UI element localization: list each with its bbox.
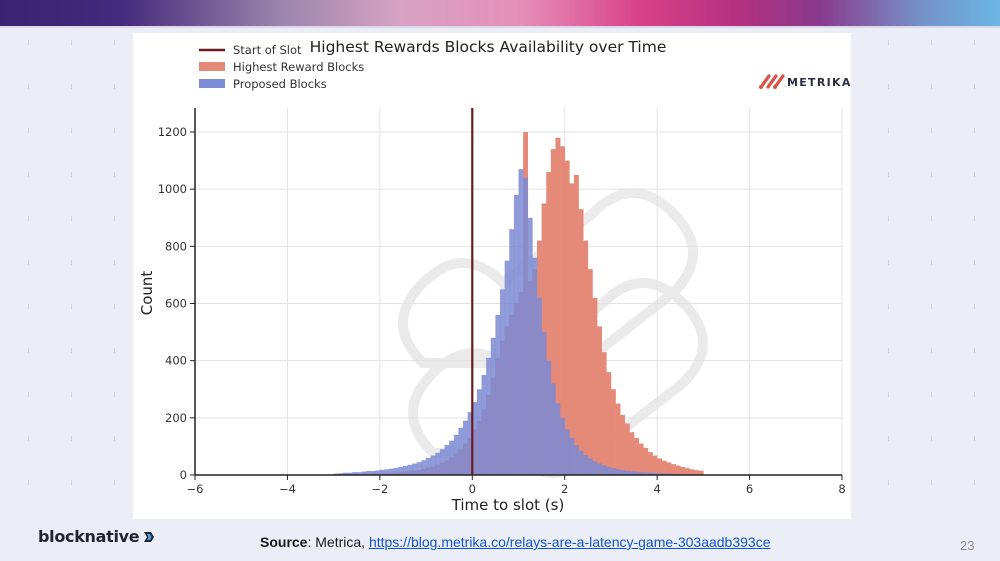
legend-label-highest-reward: Highest Reward Blocks xyxy=(233,60,364,74)
x-tick-label: −4 xyxy=(279,482,296,496)
axes xyxy=(194,108,842,476)
metrika-logo: METRIKA xyxy=(759,74,851,89)
x-tick-label: −6 xyxy=(187,482,204,496)
metrika-logo-icon xyxy=(759,74,785,89)
legend: Start of Slot Highest Reward Blocks Prop… xyxy=(199,43,364,91)
chart-title: Highest Rewards Blocks Availability over… xyxy=(310,38,667,56)
y-tick-label: 400 xyxy=(165,354,187,368)
slide-gradient-banner xyxy=(0,0,1000,26)
source-link[interactable]: https://blog.metrika.co/relays-are-a-lat… xyxy=(368,534,771,550)
legend-label-start-of-slot: Start of Slot xyxy=(233,43,302,57)
x-tick-label: 8 xyxy=(838,482,845,496)
banner-divider xyxy=(0,26,1000,28)
y-axis-label: Count xyxy=(138,271,156,316)
metrika-logo-text: METRIKA xyxy=(787,76,851,89)
x-tick-label: 0 xyxy=(469,482,476,496)
page-number: 23 xyxy=(960,538,975,553)
source-text: : Metrica, xyxy=(307,534,369,550)
y-tick-label: 1200 xyxy=(158,125,187,139)
blocknative-logo-icon xyxy=(144,531,155,542)
x-tick-label: 4 xyxy=(653,482,660,496)
y-tick-label: 200 xyxy=(165,411,187,425)
x-tick-label: −2 xyxy=(371,482,388,496)
histogram-chart: −6 −4 −2 0 2 4 6 8 0 200 400 600 800 1000 1200 Highest… xyxy=(138,38,851,514)
y-tick-label: 800 xyxy=(165,239,187,253)
x-axis-label: Time to slot (s) xyxy=(451,496,565,514)
y-tick-label: 0 xyxy=(180,468,187,482)
y-tick-label: 1000 xyxy=(158,182,187,196)
blocknative-logo: blocknative xyxy=(38,527,156,546)
x-tick-label: 6 xyxy=(746,482,753,496)
y-tick-label: 600 xyxy=(165,297,187,311)
legend-label-proposed: Proposed Blocks xyxy=(233,77,327,91)
source-citation: Source: Metrica, https://blog.metrika.co… xyxy=(260,534,770,550)
legend-swatch-highest-reward xyxy=(199,62,225,71)
legend-swatch-proposed xyxy=(199,79,225,88)
blocknative-logo-text: blocknative xyxy=(38,527,140,546)
proposed-bars xyxy=(333,169,704,476)
x-tick-label: 2 xyxy=(561,482,568,496)
chart-panel: −6 −4 −2 0 2 4 6 8 0 200 400 600 800 1000 1200 Highest… xyxy=(133,33,851,519)
source-label: Source xyxy=(260,534,308,550)
axis-ticks: −6 −4 −2 0 2 4 6 8 0 200 400 600 800 1000 1200 xyxy=(158,125,846,496)
